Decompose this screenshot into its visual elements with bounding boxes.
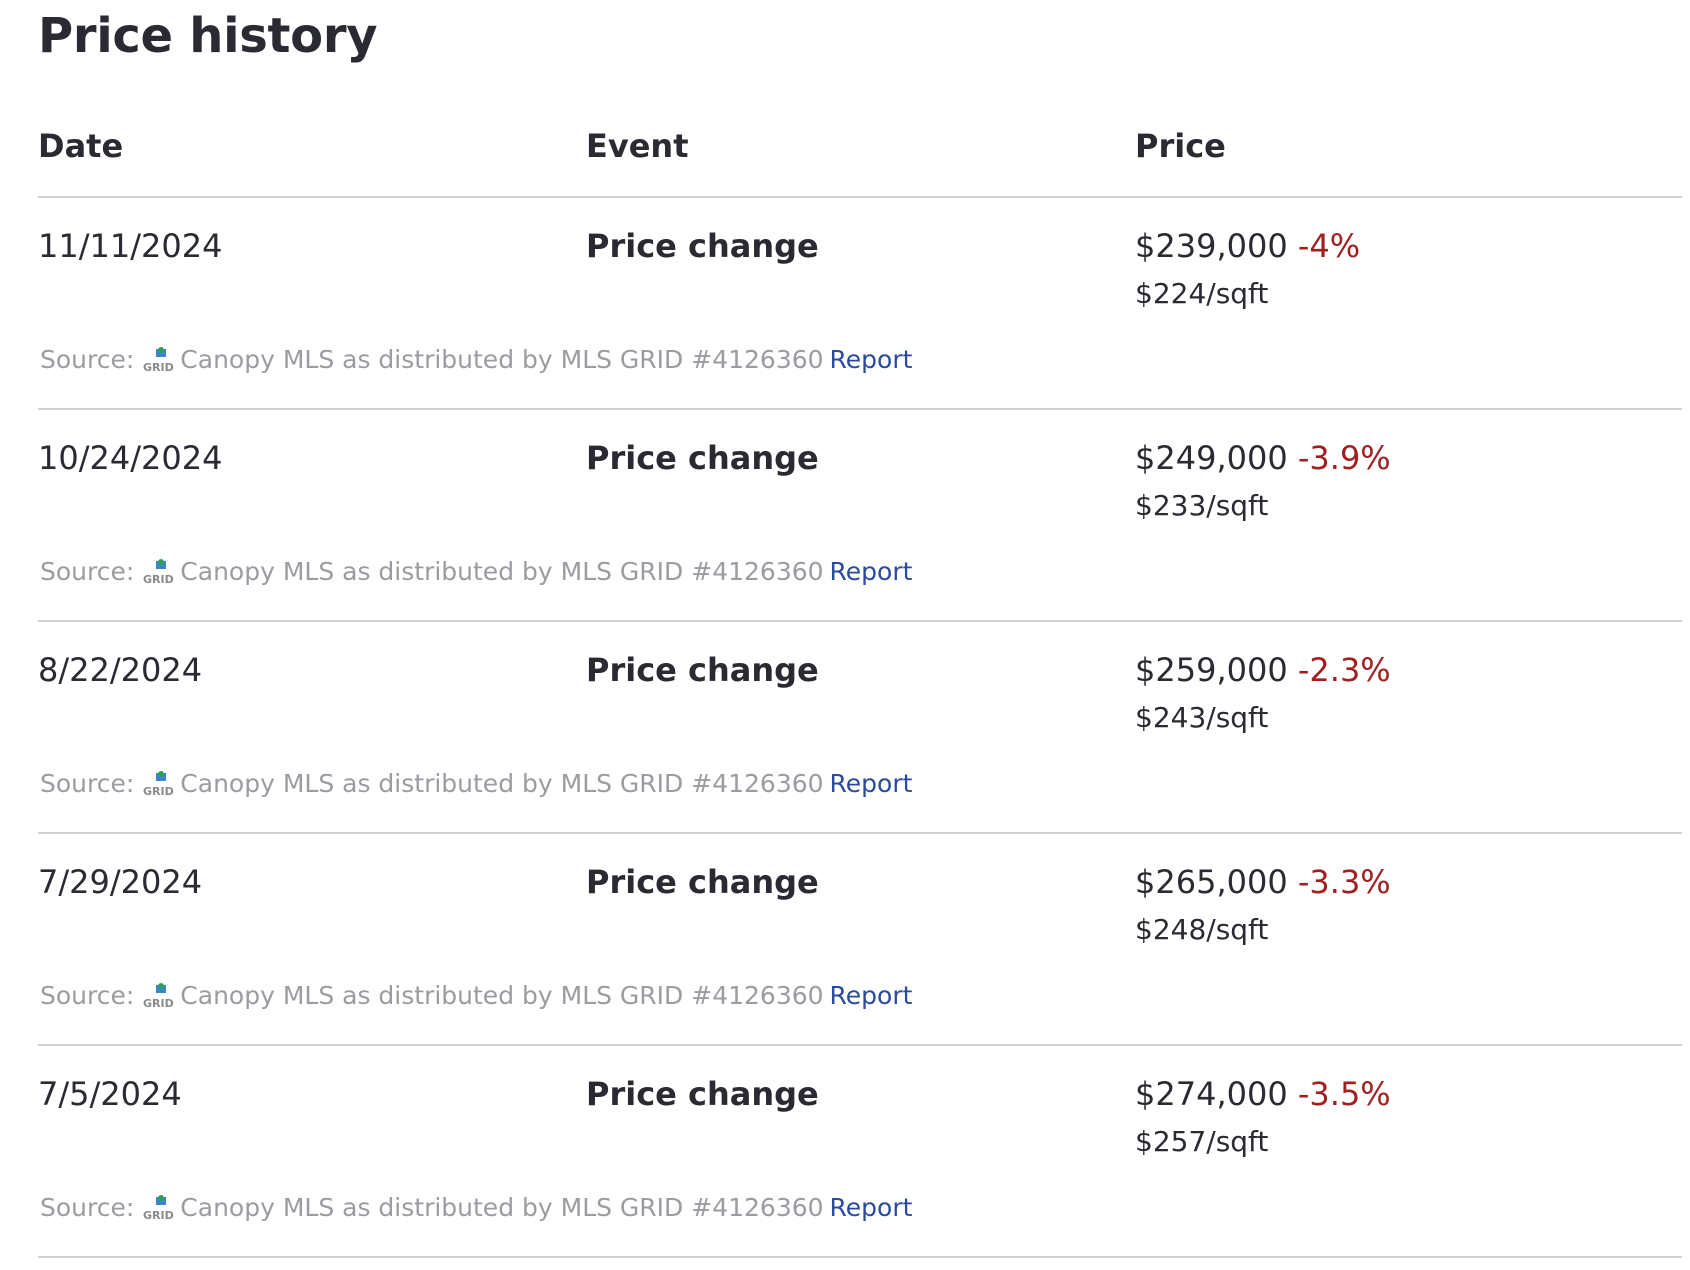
svg-text:GRID: GRID xyxy=(143,1209,174,1221)
price-change-percent: -3.9% xyxy=(1297,439,1391,477)
price-value: $265,000 xyxy=(1135,863,1288,901)
price-per-sqft: $243/sqft xyxy=(1135,701,1269,734)
price-per-sqft: $233/sqft xyxy=(1135,489,1269,522)
row-date: 11/11/2024 xyxy=(38,227,223,265)
source-provider: Canopy MLS as distributed by MLS GRID #4… xyxy=(180,1193,824,1222)
svg-text:GRID: GRID xyxy=(143,573,174,585)
row-price: $239,000 -4% xyxy=(1135,226,1360,266)
source-label: Source: xyxy=(40,769,135,798)
table-row: 8/22/2024 Price change $259,000 -2.3% $2… xyxy=(38,622,1682,834)
row-price: $249,000 -3.9% xyxy=(1135,438,1391,478)
table-row: 7/5/2024 Price change $274,000 -3.5% $25… xyxy=(38,1046,1682,1258)
price-value: $274,000 xyxy=(1135,1075,1288,1113)
price-value: $259,000 xyxy=(1135,651,1288,689)
row-date: 10/24/2024 xyxy=(38,439,223,477)
svg-text:GRID: GRID xyxy=(143,997,174,1009)
table-row: 7/29/2024 Price change $265,000 -3.3% $2… xyxy=(38,834,1682,1046)
source-provider: Canopy MLS as distributed by MLS GRID #4… xyxy=(180,345,824,374)
table-header: Date Event Price xyxy=(38,126,1682,198)
source-provider: Canopy MLS as distributed by MLS GRID #4… xyxy=(180,769,824,798)
source-label: Source: xyxy=(40,1193,135,1222)
source-provider: Canopy MLS as distributed by MLS GRID #4… xyxy=(180,981,824,1010)
source-label: Source: xyxy=(40,981,135,1010)
report-link[interactable]: Report xyxy=(829,557,913,586)
source-label: Source: xyxy=(40,345,135,374)
row-price: $259,000 -2.3% xyxy=(1135,650,1391,690)
row-event: Price change xyxy=(586,227,819,265)
row-date: 8/22/2024 xyxy=(38,651,203,689)
column-header-price: Price xyxy=(1135,127,1226,165)
price-change-percent: -3.3% xyxy=(1297,863,1391,901)
row-event: Price change xyxy=(586,863,819,901)
row-event: Price change xyxy=(586,1075,819,1113)
report-link[interactable]: Report xyxy=(829,769,913,798)
source-label: Source: xyxy=(40,557,135,586)
source-line: Source: GRID Canopy MLS as distributed by … xyxy=(40,1192,912,1224)
grid-logo-icon: GRID xyxy=(143,771,174,797)
row-event: Price change xyxy=(586,439,819,477)
table-row: 11/11/2024 Price change $239,000 -4% $22… xyxy=(38,198,1682,410)
source-provider: Canopy MLS as distributed by MLS GRID #4… xyxy=(180,557,824,586)
row-price: $265,000 -3.3% xyxy=(1135,862,1391,902)
column-header-event: Event xyxy=(586,127,689,165)
table-row: 10/24/2024 Price change $249,000 -3.9% $… xyxy=(38,410,1682,622)
price-per-sqft: $248/sqft xyxy=(1135,913,1269,946)
price-change-percent: -4% xyxy=(1297,227,1361,265)
page-title: Price history xyxy=(38,8,378,64)
report-link[interactable]: Report xyxy=(829,1193,913,1222)
price-value: $249,000 xyxy=(1135,439,1288,477)
svg-text:GRID: GRID xyxy=(143,361,174,373)
price-history-table: 11/11/2024 Price change $239,000 -4% $22… xyxy=(38,198,1682,1258)
column-header-date: Date xyxy=(38,127,124,165)
row-price: $274,000 -3.5% xyxy=(1135,1074,1391,1114)
row-event: Price change xyxy=(586,651,819,689)
price-change-percent: -3.5% xyxy=(1297,1075,1391,1113)
source-line: Source: GRID Canopy MLS as distributed by … xyxy=(40,344,912,376)
row-date: 7/5/2024 xyxy=(38,1075,182,1113)
price-change-percent: -2.3% xyxy=(1297,651,1391,689)
price-per-sqft: $257/sqft xyxy=(1135,1125,1269,1158)
price-value: $239,000 xyxy=(1135,227,1288,265)
report-link[interactable]: Report xyxy=(829,345,913,374)
grid-logo-icon: GRID xyxy=(143,347,174,373)
grid-logo-icon: GRID xyxy=(143,559,174,585)
price-per-sqft: $224/sqft xyxy=(1135,277,1269,310)
row-date: 7/29/2024 xyxy=(38,863,203,901)
svg-text:GRID: GRID xyxy=(143,785,174,797)
report-link[interactable]: Report xyxy=(829,981,913,1010)
source-line: Source: GRID Canopy MLS as distributed by … xyxy=(40,768,912,800)
source-line: Source: GRID Canopy MLS as distributed by … xyxy=(40,556,912,588)
grid-logo-icon: GRID xyxy=(143,983,174,1009)
grid-logo-icon: GRID xyxy=(143,1195,174,1221)
source-line: Source: GRID Canopy MLS as distributed by … xyxy=(40,980,912,1012)
